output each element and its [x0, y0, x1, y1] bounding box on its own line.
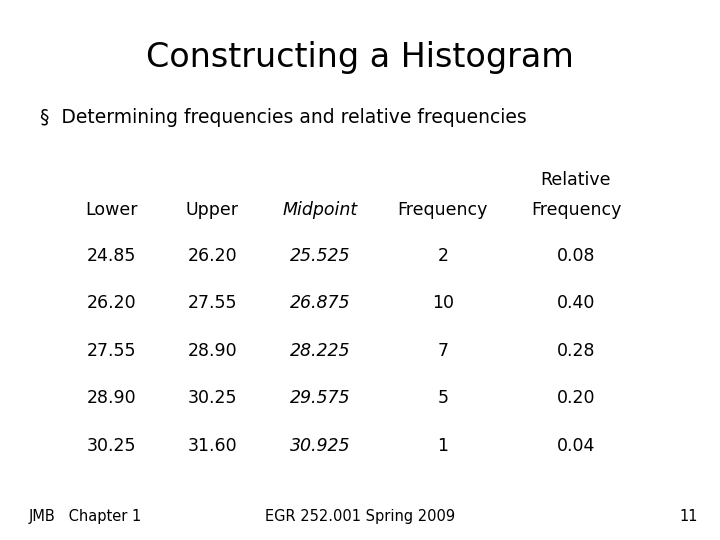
- Text: §  Determining frequencies and relative frequencies: § Determining frequencies and relative f…: [40, 108, 526, 127]
- Text: 28.90: 28.90: [87, 389, 136, 407]
- Text: Lower: Lower: [86, 201, 138, 219]
- Text: 26.875: 26.875: [290, 294, 351, 312]
- Text: 30.25: 30.25: [188, 389, 237, 407]
- Text: JMB   Chapter 1: JMB Chapter 1: [29, 509, 142, 524]
- Text: 7: 7: [437, 342, 449, 360]
- Text: 24.85: 24.85: [87, 247, 136, 265]
- Text: 5: 5: [437, 389, 449, 407]
- Text: 10: 10: [432, 294, 454, 312]
- Text: 26.20: 26.20: [188, 247, 237, 265]
- Text: 28.90: 28.90: [188, 342, 237, 360]
- Text: 0.20: 0.20: [557, 389, 595, 407]
- Text: 0.04: 0.04: [557, 437, 595, 455]
- Text: Midpoint: Midpoint: [283, 201, 358, 219]
- Text: 0.08: 0.08: [557, 247, 595, 265]
- Text: Frequency: Frequency: [531, 201, 621, 219]
- Text: Relative: Relative: [541, 171, 611, 189]
- Text: 29.575: 29.575: [290, 389, 351, 407]
- Text: 1: 1: [437, 437, 449, 455]
- Text: 11: 11: [680, 509, 698, 524]
- Text: 30.925: 30.925: [290, 437, 351, 455]
- Text: 28.225: 28.225: [290, 342, 351, 360]
- Text: 30.25: 30.25: [87, 437, 136, 455]
- Text: Upper: Upper: [186, 201, 239, 219]
- Text: Constructing a Histogram: Constructing a Histogram: [146, 40, 574, 73]
- Text: 26.20: 26.20: [87, 294, 136, 312]
- Text: 0.40: 0.40: [557, 294, 595, 312]
- Text: 31.60: 31.60: [188, 437, 237, 455]
- Text: 27.55: 27.55: [188, 294, 237, 312]
- Text: EGR 252.001 Spring 2009: EGR 252.001 Spring 2009: [265, 509, 455, 524]
- Text: 27.55: 27.55: [87, 342, 136, 360]
- Text: 0.28: 0.28: [557, 342, 595, 360]
- Text: Frequency: Frequency: [397, 201, 488, 219]
- Text: 2: 2: [437, 247, 449, 265]
- Text: 25.525: 25.525: [290, 247, 351, 265]
